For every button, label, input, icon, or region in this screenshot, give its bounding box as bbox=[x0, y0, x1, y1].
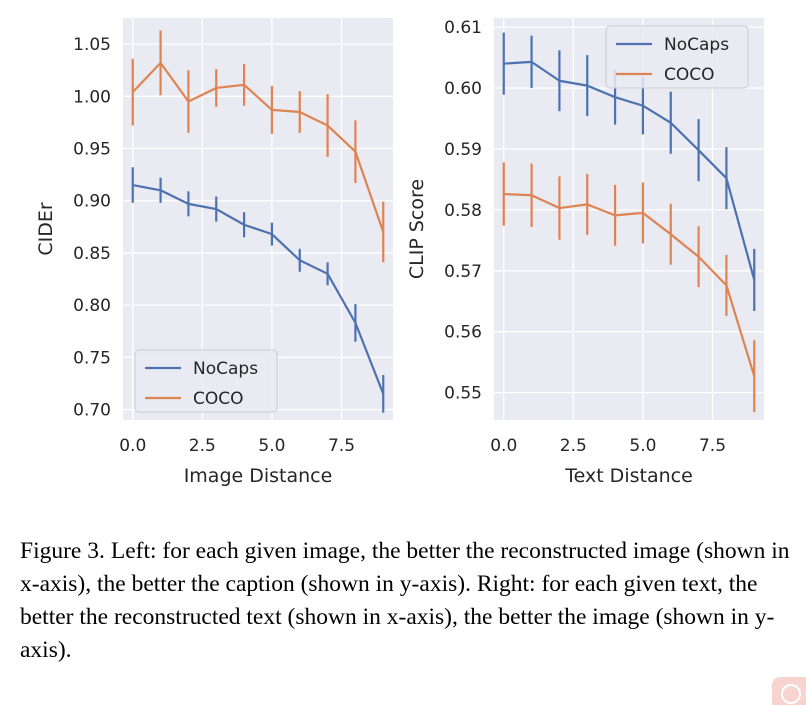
chart1-y-tick-label: 1.00 bbox=[73, 87, 111, 107]
chart1-y-tick-label: 1.05 bbox=[73, 35, 111, 55]
chart2-legend-label-coco: COCO bbox=[664, 65, 715, 85]
figure: 0.70 0.75 0.80 0.85 0.90 0.95 1.00 1.05 0.0 2.5 5.… bbox=[35, 18, 764, 487]
chart2-series-line-coco bbox=[503, 192, 756, 377]
chart2-y-tick-label: 0.56 bbox=[444, 323, 482, 343]
chart2-x-tick-label: 7.5 bbox=[699, 436, 726, 456]
chart1-x-tick-label: 5.0 bbox=[258, 436, 285, 456]
chart2-x-tick-label: 5.0 bbox=[629, 436, 656, 456]
chart1-legend-label-coco: COCO bbox=[193, 389, 244, 409]
chart2-y-tick-label: 0.57 bbox=[444, 262, 482, 282]
chart1-x-tick-label: 7.5 bbox=[328, 436, 355, 456]
chart2-series-line-nocaps bbox=[503, 60, 756, 281]
chart1-series-line-coco bbox=[131, 61, 385, 233]
chart2-legend-box bbox=[605, 25, 749, 89]
chart2-y-tick-label: 0.59 bbox=[444, 140, 482, 160]
chart2-y-tick-label: 0.58 bbox=[444, 201, 482, 221]
chart2-y-tick-label: 0.60 bbox=[444, 79, 482, 99]
corner-badge-icon bbox=[772, 677, 806, 705]
chart1-y-tick-label: 0.70 bbox=[73, 401, 111, 421]
chart1-y-tick-label: 0.75 bbox=[73, 348, 111, 368]
chart1-y-tick-label: 0.85 bbox=[73, 244, 111, 264]
chart2-x-tick-label: 2.5 bbox=[560, 436, 587, 456]
chart2-legend-label-nocaps: NoCaps bbox=[664, 35, 729, 55]
chart2-y-tick-label: 0.55 bbox=[444, 384, 482, 404]
figure-caption: Figure 3. Left: for each given image, the… bbox=[20, 535, 790, 667]
chart2-x-tick-label: 0.0 bbox=[490, 436, 517, 456]
chart1-y-axis-label: CIDEr bbox=[35, 202, 57, 256]
chart1-series-line-nocaps bbox=[132, 183, 385, 395]
chart1-y-tick-label: 0.90 bbox=[73, 192, 111, 212]
caption-text: Left: for each given image, the better t… bbox=[20, 538, 790, 663]
chart1-y-tick-label: 0.80 bbox=[73, 296, 111, 316]
chart2-y-tick-label: 0.61 bbox=[444, 18, 482, 38]
chart1-legend-label-nocaps: NoCaps bbox=[193, 359, 258, 379]
chart1-legend-box bbox=[134, 349, 278, 413]
chart1-x-axis-label: Image Distance bbox=[184, 465, 333, 487]
caption-label: Figure 3. bbox=[20, 538, 105, 564]
chart1-x-tick-label: 2.5 bbox=[189, 436, 216, 456]
chart1-y-tick-label: 0.95 bbox=[73, 140, 111, 160]
chart2-y-axis-label: CLIP Score bbox=[406, 179, 428, 279]
chart1-x-tick-label: 0.0 bbox=[119, 436, 146, 456]
chart2-x-axis-label: Text Distance bbox=[564, 465, 693, 487]
